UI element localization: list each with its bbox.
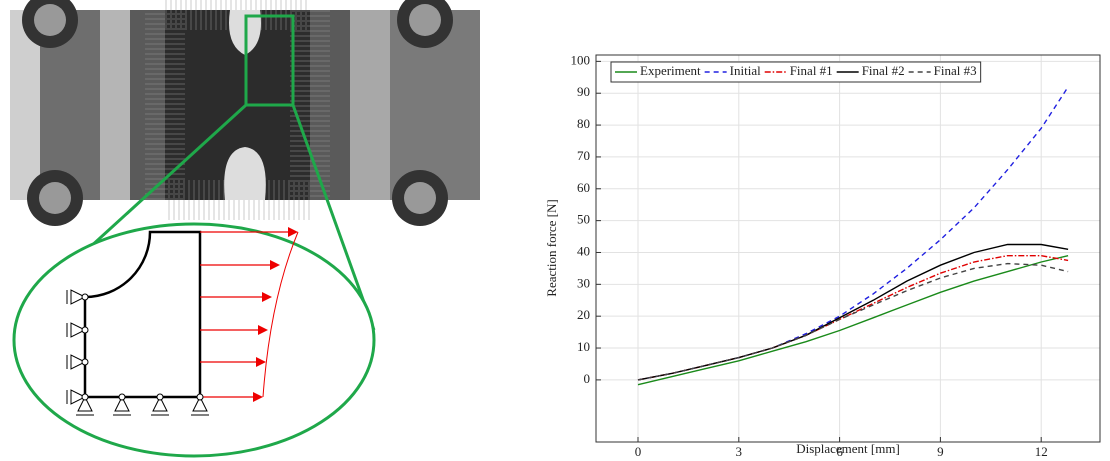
plot: Displacement [mm] Reaction force [N] 0 3 6… bbox=[544, 52, 1101, 459]
y-axis-label: Reaction force [N] bbox=[544, 199, 559, 296]
data-line bbox=[637, 255, 1069, 386]
legend-label: Experiment bbox=[640, 63, 701, 78]
x-tick-label: 9 bbox=[937, 444, 944, 459]
x-tick-label: 0 bbox=[635, 444, 642, 459]
x-axis-label: Displacement [mm] bbox=[796, 441, 900, 456]
diagram bbox=[12, 103, 376, 458]
y-tick-label: 0 bbox=[584, 371, 591, 386]
y-tick-label: 50 bbox=[577, 212, 590, 227]
x-tick-label: 12 bbox=[1035, 444, 1048, 459]
y-tick-label: 90 bbox=[577, 84, 590, 99]
x-tick-label: 6 bbox=[836, 444, 843, 459]
y-tick-label: 70 bbox=[577, 148, 590, 163]
legend-box bbox=[610, 61, 982, 83]
y-tick-label: 40 bbox=[577, 243, 590, 258]
legend-label: Final #2 bbox=[862, 63, 905, 78]
y-tick-label: 10 bbox=[577, 339, 590, 354]
data-line bbox=[637, 255, 1069, 381]
legend-label: Final #3 bbox=[934, 63, 977, 78]
axes-box bbox=[595, 54, 1101, 443]
y-tick-label: 30 bbox=[577, 275, 590, 290]
x-tick-label: 3 bbox=[736, 444, 743, 459]
y-tick-label: 20 bbox=[577, 307, 590, 322]
photo bbox=[10, 0, 480, 226]
y-tick-label: 100 bbox=[571, 52, 591, 67]
legend-label: Final #1 bbox=[790, 63, 833, 78]
y-tick-label: 60 bbox=[577, 180, 590, 195]
legend-label: Initial bbox=[730, 63, 761, 78]
data-line bbox=[637, 86, 1069, 381]
data-line bbox=[637, 243, 1069, 381]
y-tick-label: 80 bbox=[577, 116, 590, 131]
data-line bbox=[637, 262, 1069, 381]
